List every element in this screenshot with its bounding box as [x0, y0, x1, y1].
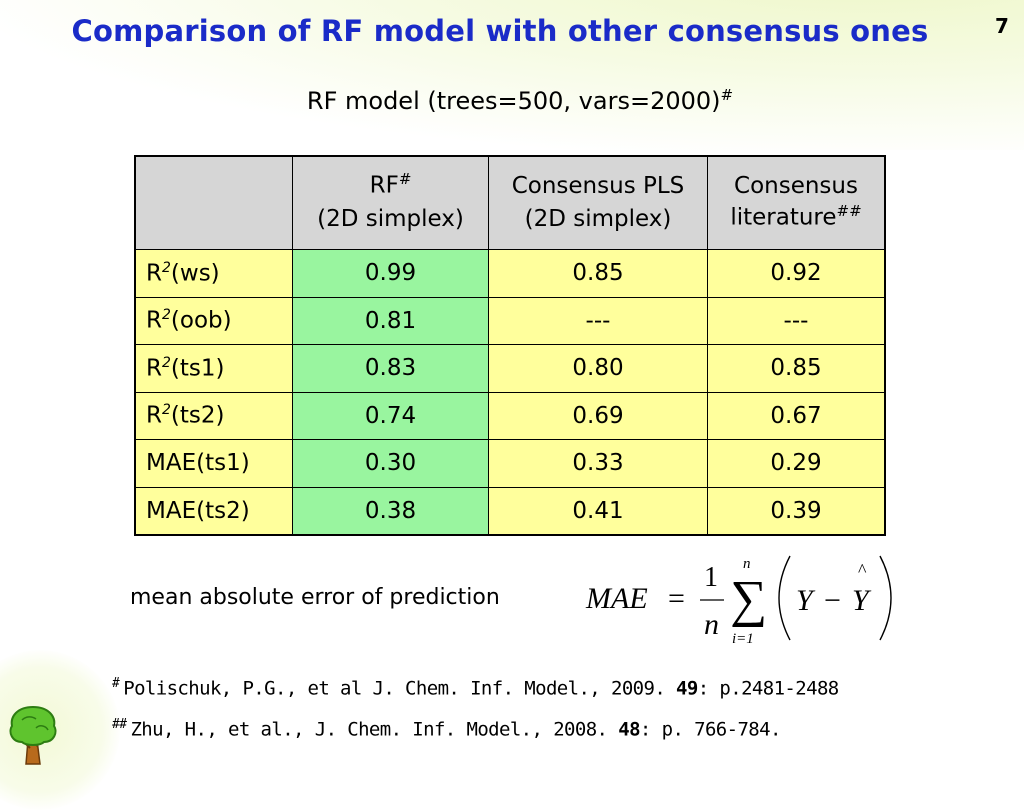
formula-numerator: 1	[704, 562, 718, 593]
reference-2-mark: ##	[112, 717, 127, 732]
mae-formula: MAE = 1 n n ∑ i=1 Y − Y ^	[585, 555, 892, 647]
row-label-cell: R2(oob)	[134, 296, 293, 345]
model-subtitle: RF model (trees=500, vars=2000)#	[0, 86, 1024, 115]
row-label-cell: R2(ts1)	[134, 344, 293, 393]
table-body: R2(ws) 0.99 0.85 0.92 R2(oob) 0.81 --- --- R2(ts…	[134, 249, 886, 536]
rf-value-cell: 0.30	[292, 439, 489, 488]
row-label-cell: R2(ws)	[134, 249, 293, 298]
table-header-row: RF# (2D simplex) Consensus PLS (2D simpl…	[134, 155, 886, 250]
row-label-cell: MAE(ts2)	[134, 486, 293, 536]
table-row: R2(ts1) 0.83 0.80 0.85	[134, 344, 886, 393]
row-label-superscript: 2	[161, 307, 171, 324]
header-lit-line1: Consensus	[734, 173, 858, 200]
pls-value-cell: 0.41	[488, 486, 708, 536]
tree-icon	[9, 705, 57, 765]
header-cell-rf: RF# (2D simplex)	[292, 155, 489, 250]
reference-1-pages: : p.2481-2488	[697, 677, 840, 700]
mae-description: mean absolute error of prediction	[130, 585, 500, 610]
table-row: R2(ts2) 0.74 0.69 0.67	[134, 391, 886, 440]
rf-value-cell: 0.74	[292, 391, 489, 440]
row-label-cell: MAE(ts1)	[134, 439, 293, 488]
row-label-superscript: 2	[161, 354, 171, 371]
rf-value-cell: 0.38	[292, 486, 489, 536]
formula-hat: ^	[858, 560, 867, 580]
reference-1-mark: #	[112, 676, 120, 691]
row-label: R	[146, 308, 162, 335]
row-label: MAE(ts1)	[146, 450, 250, 477]
slide-number: 7	[995, 14, 1009, 38]
header-rf-mark: #	[398, 170, 412, 189]
literature-value-cell: 0.85	[707, 344, 886, 393]
table-row: R2(ws) 0.99 0.85 0.92	[134, 249, 886, 298]
pls-value-cell: 0.80	[488, 344, 708, 393]
formula-equals: =	[668, 582, 685, 615]
formula-sum-symbol: ∑	[730, 571, 767, 628]
formula-denominator: n	[704, 608, 719, 641]
model-subtitle-text: RF model (trees=500, vars=2000)	[306, 87, 721, 115]
literature-value-cell: 0.92	[707, 249, 886, 298]
literature-value-cell: 0.29	[707, 439, 886, 488]
row-label: MAE(ts2)	[146, 497, 250, 524]
formula-sum-upper: n	[743, 556, 751, 572]
formula-right-paren	[879, 555, 892, 641]
rf-value-cell: 0.99	[292, 249, 489, 298]
reference-1-text: Polischuk, P.G., et al J. Chem. Inf. Mod…	[123, 677, 677, 700]
pls-value-cell: ---	[488, 296, 708, 345]
header-pls-line2: (2D simplex)	[524, 206, 672, 232]
reference-2-volume: 48	[618, 718, 640, 741]
slide-title: Comparison of RF model with other consen…	[71, 14, 929, 48]
header-lit-line2: literature##	[730, 202, 862, 231]
formula-yhat: Y	[852, 584, 872, 617]
header-cell-empty	[134, 155, 293, 250]
subtitle-footnote-mark: #	[720, 86, 734, 104]
formula-minus: −	[824, 584, 841, 617]
rf-value-cell: 0.83	[292, 344, 489, 393]
header-lit-mark: ##	[836, 202, 862, 221]
row-label-suffix: (ts2)	[170, 403, 225, 430]
row-label-suffix: (oob)	[170, 308, 232, 335]
literature-value-cell: ---	[707, 296, 886, 345]
reference-1: # Polischuk, P.G., et al J. Chem. Inf. Mo…	[112, 676, 839, 699]
table-row: MAE(ts2) 0.38 0.41 0.39	[134, 486, 886, 536]
header-rf-line1: RF#	[369, 170, 412, 199]
row-label: R	[146, 355, 162, 382]
literature-value-cell: 0.39	[707, 486, 886, 536]
row-label-superscript: 2	[161, 259, 171, 276]
table-row: R2(oob) 0.81 --- ---	[134, 296, 886, 345]
pls-value-cell: 0.69	[488, 391, 708, 440]
formula-sum-lower: i=1	[732, 631, 754, 647]
row-label-suffix: (ts1)	[170, 355, 225, 382]
pls-value-cell: 0.33	[488, 439, 708, 488]
reference-2-text: Zhu, H., et al., J. Chem. Inf. Model., 2…	[130, 718, 619, 741]
header-cell-consensus-pls: Consensus PLS (2D simplex)	[488, 155, 708, 250]
pls-value-cell: 0.85	[488, 249, 708, 298]
table-row: MAE(ts1) 0.30 0.33 0.29	[134, 439, 886, 488]
row-label-superscript: 2	[161, 402, 171, 419]
header-cell-consensus-literature: Consensus literature##	[707, 155, 886, 250]
row-label: R	[146, 403, 162, 430]
reference-2: ## Zhu, H., et al., J. Chem. Inf. Model.,…	[112, 717, 781, 740]
rf-value-cell: 0.81	[292, 296, 489, 345]
comparison-table: RF# (2D simplex) Consensus PLS (2D simpl…	[134, 155, 886, 536]
row-label: R	[146, 260, 162, 287]
literature-value-cell: 0.67	[707, 391, 886, 440]
formula-y: Y	[796, 584, 816, 617]
row-label-suffix: (ws)	[170, 260, 220, 287]
header-rf-line2: (2D simplex)	[317, 206, 464, 233]
background-glow-top	[0, 0, 1024, 150]
header-pls-line1: Consensus PLS	[511, 172, 685, 199]
reference-2-pages: : p. 766-784.	[639, 718, 782, 741]
reference-1-volume: 49	[676, 677, 698, 700]
row-label-cell: R2(ts2)	[134, 391, 293, 440]
formula-lhs: MAE	[585, 582, 648, 615]
formula-left-paren	[778, 555, 791, 641]
